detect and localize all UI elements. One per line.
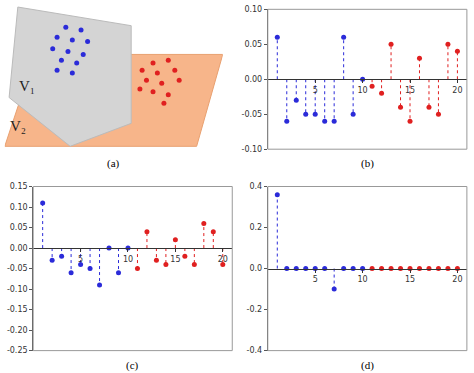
svg-text:-0.2: -0.2	[247, 305, 263, 314]
svg-text:-0.10: -0.10	[7, 285, 28, 294]
svg-text:-0.10: -0.10	[242, 145, 263, 154]
svg-text:20: 20	[218, 255, 228, 264]
svg-text:-0.05: -0.05	[242, 110, 263, 119]
svg-text:-0.15: -0.15	[7, 305, 28, 314]
svg-text:20: 20	[452, 86, 462, 95]
svg-text:5: 5	[313, 86, 318, 95]
svg-text:0.05: 0.05	[10, 223, 28, 232]
svg-text:15: 15	[405, 86, 415, 95]
svg-text:0.10: 0.10	[10, 203, 28, 212]
svg-text:V₁: V₁	[19, 78, 35, 94]
svg-text:0.4: 0.4	[249, 182, 262, 191]
svg-text:10: 10	[358, 275, 368, 284]
svg-text:0.2: 0.2	[249, 223, 262, 232]
svg-text:V₂: V₂	[10, 118, 26, 134]
svg-text:-0.4: -0.4	[247, 346, 263, 355]
svg-text:5: 5	[313, 275, 318, 284]
svg-text:(a): (a)	[107, 157, 120, 170]
svg-text:(c): (c)	[126, 359, 139, 372]
svg-text:15: 15	[170, 255, 180, 264]
svg-text:0.10: 0.10	[244, 5, 262, 14]
svg-text:-0.25: -0.25	[7, 346, 28, 355]
svg-text:15: 15	[405, 275, 415, 284]
svg-text:-0.05: -0.05	[7, 264, 28, 273]
svg-text:0.00: 0.00	[10, 244, 28, 253]
svg-text:-0.20: -0.20	[7, 326, 28, 335]
svg-text:(b): (b)	[361, 157, 374, 170]
svg-text:0.15: 0.15	[10, 182, 28, 191]
svg-text:10: 10	[123, 255, 133, 264]
svg-text:(d): (d)	[361, 359, 374, 372]
svg-text:0.00: 0.00	[244, 75, 262, 84]
svg-text:10: 10	[358, 86, 368, 95]
svg-text:20: 20	[452, 275, 462, 284]
svg-text:0.0: 0.0	[249, 264, 262, 273]
svg-text:5: 5	[78, 255, 83, 264]
svg-text:0.05: 0.05	[244, 40, 262, 49]
